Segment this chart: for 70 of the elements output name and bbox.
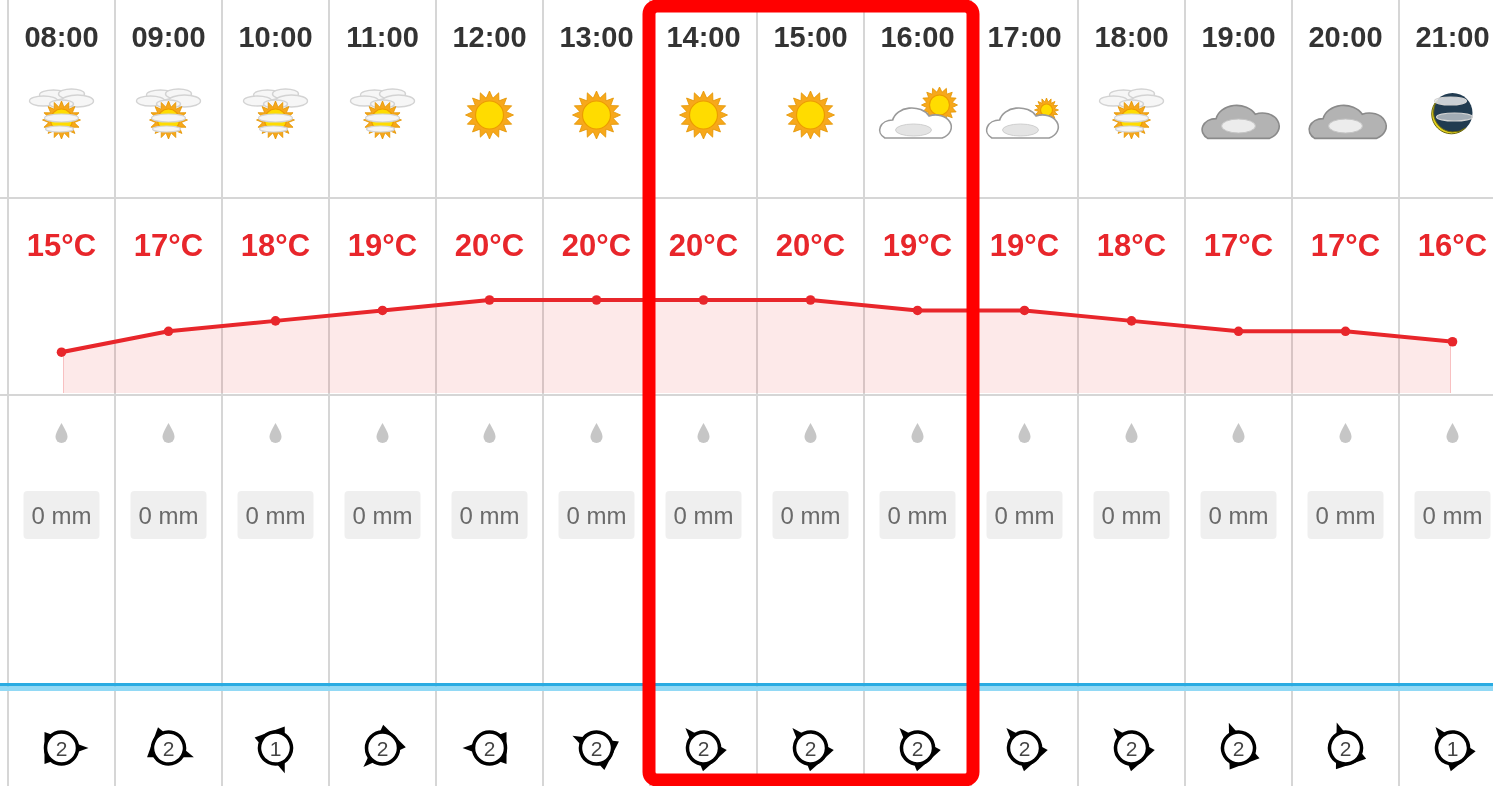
x-tick-label: 16:00: [880, 21, 955, 53]
data-label: 0 mm: [1422, 502, 1483, 529]
point: [1447, 336, 1458, 347]
data-label: 0 mm: [352, 502, 413, 529]
data-label: 18°C: [1096, 228, 1167, 263]
data-label: 18°C: [240, 228, 311, 263]
data-label: 19°C: [882, 228, 953, 263]
x-tick-label: 20:00: [1308, 21, 1383, 53]
data-label: 0 mm: [887, 502, 948, 529]
data-label: 17°C: [1203, 228, 1274, 263]
point: [56, 347, 67, 357]
data-label: 19°C: [347, 228, 418, 263]
point: [1019, 305, 1030, 316]
data-label: 1: [1446, 737, 1459, 760]
x-tick-label: 21:00: [1415, 21, 1490, 53]
x-tick-label: 15:00: [773, 21, 848, 53]
x-tick-label: 12:00: [452, 21, 527, 53]
x-tick-label: 19:00: [1201, 21, 1276, 53]
x-tick-label: 13:00: [559, 21, 634, 53]
data-label: 2: [804, 737, 817, 760]
point: [484, 295, 495, 305]
data-label: 0 mm: [1208, 502, 1269, 529]
point: [377, 305, 388, 316]
data-label: 2: [911, 737, 924, 760]
data-label: 0 mm: [673, 502, 734, 529]
point: [1340, 326, 1351, 337]
x-tick-label: 08:00: [24, 21, 99, 53]
data-label: 2: [697, 737, 710, 760]
x-tick-label: 14:00: [666, 21, 741, 53]
data-label: 0 mm: [459, 502, 520, 529]
data-label: 0 mm: [31, 502, 92, 529]
point: [1126, 316, 1137, 326]
x-tick-label: 11:00: [346, 21, 419, 53]
point: [912, 305, 923, 316]
point: [1233, 326, 1244, 337]
data-label: 0 mm: [566, 502, 627, 529]
data-label: 2: [1339, 737, 1352, 760]
data-label: 19°C: [989, 228, 1060, 263]
data-label: 2: [55, 737, 68, 760]
data-label: 20°C: [454, 228, 525, 263]
data-label: 17°C: [133, 228, 204, 263]
data-label: 0 mm: [138, 502, 199, 529]
point: [805, 295, 816, 305]
data-label: 15°C: [26, 228, 97, 263]
data-label: 0 mm: [780, 502, 841, 529]
data-label: 2: [162, 737, 175, 760]
data-label: 0 mm: [245, 502, 306, 529]
x-tick-label: 09:00: [131, 21, 206, 53]
data-label: 0 mm: [994, 502, 1055, 529]
data-label: 20°C: [668, 228, 739, 263]
data-label: 0 mm: [1315, 502, 1376, 529]
data-label: 16°C: [1417, 228, 1488, 263]
x-tick-label: 18:00: [1094, 21, 1169, 53]
data-label: 2: [1232, 737, 1245, 760]
point: [163, 326, 174, 337]
point: [270, 316, 281, 326]
x-tick-label: 17:00: [987, 21, 1062, 53]
data-label: 1: [269, 737, 282, 760]
x-tick-label: 10:00: [238, 21, 313, 53]
data-label: 2: [376, 737, 389, 760]
point: [591, 295, 602, 305]
data-label: 2: [1125, 737, 1138, 760]
data-label: 0 mm: [1101, 502, 1162, 529]
data-label: 17°C: [1310, 228, 1381, 263]
data-label: 20°C: [775, 228, 846, 263]
point: [698, 295, 709, 305]
data-label: 2: [483, 737, 496, 760]
data-label: 20°C: [561, 228, 632, 263]
data-label: 2: [1018, 737, 1031, 760]
data-label: 2: [590, 737, 603, 760]
